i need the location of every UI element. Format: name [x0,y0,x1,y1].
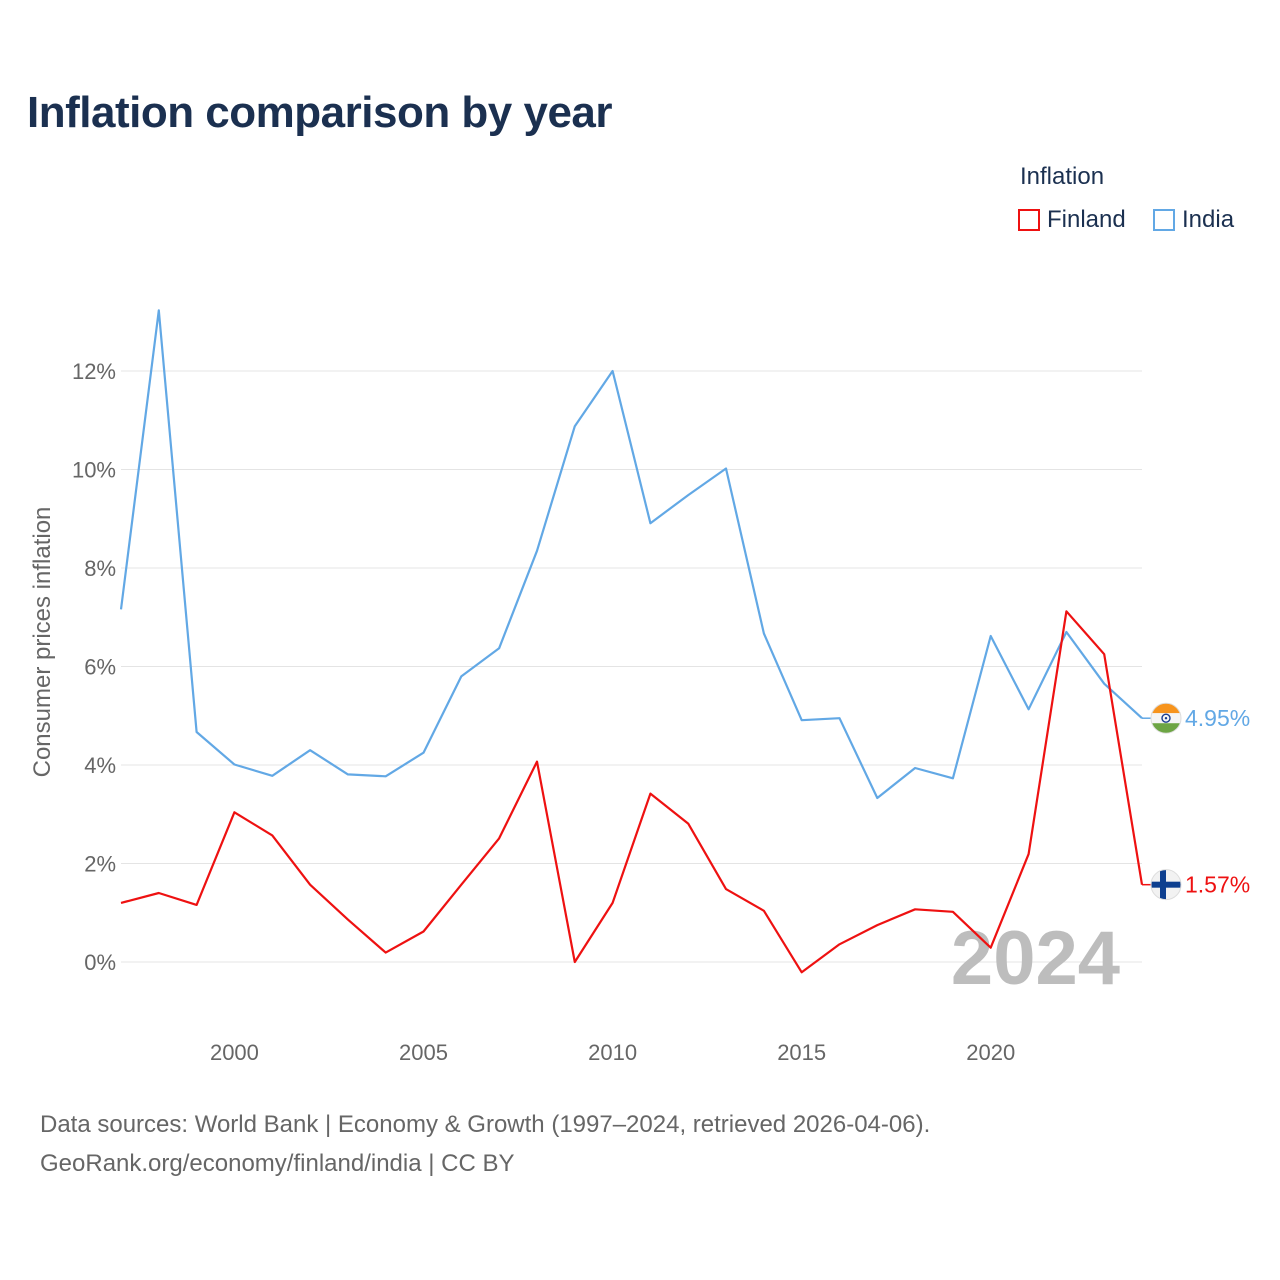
end-label-india: 4.95% [1185,705,1250,731]
source-line-2[interactable]: GeoRank.org/economy/finland/india | CC B… [40,1150,515,1177]
legend-title: Inflation [1020,163,1105,190]
y-tick-label: 0% [84,950,116,975]
legend-item-finland[interactable]: Finland [1018,205,1126,235]
year-watermark: 2024 [951,916,1120,1001]
series-line-india[interactable] [119,309,1143,800]
series-line-finland[interactable] [120,610,1144,974]
finland-flag-icon [1150,869,1182,901]
x-tick-label: 2005 [399,1040,448,1065]
series-lines [119,309,1144,974]
grid-lines [121,370,1142,963]
chart-title: Inflation comparison by year [27,88,613,137]
y-tick-label: 4% [84,753,116,778]
y-axis-title: Consumer prices inflation [29,507,56,778]
x-tick-label: 2020 [966,1040,1015,1065]
source-line-1: Data sources: World Bank | Economy & Gro… [40,1111,931,1138]
legend-label-finland: Finland [1047,206,1126,233]
legend-swatch-finland [1018,209,1040,231]
legend-swatch-india [1153,209,1175,231]
end-label-finland: 1.57% [1185,872,1250,898]
y-tick-label: 10% [72,458,116,483]
x-axis: 2000 2005 2010 2015 2020 [210,1040,1015,1065]
x-tick-label: 2010 [588,1040,637,1065]
source-note: Data sources: World Bank | Economy & Gro… [40,1105,930,1183]
x-tick-label: 2015 [777,1040,826,1065]
india-flag-icon [1150,702,1182,734]
legend-label-india: India [1182,206,1235,233]
y-tick-label: 2% [84,852,116,877]
y-tick-label: 6% [84,655,116,680]
x-tick-label: 2000 [210,1040,259,1065]
y-tick-label: 8% [84,556,116,581]
legend-item-india[interactable]: India [1153,205,1234,235]
y-tick-label: 12% [72,359,116,384]
y-axis: 0% 2% 4% 6% 8% 10% 12% [72,359,116,975]
end-labels: 4.95% 1.57% [1142,702,1250,901]
